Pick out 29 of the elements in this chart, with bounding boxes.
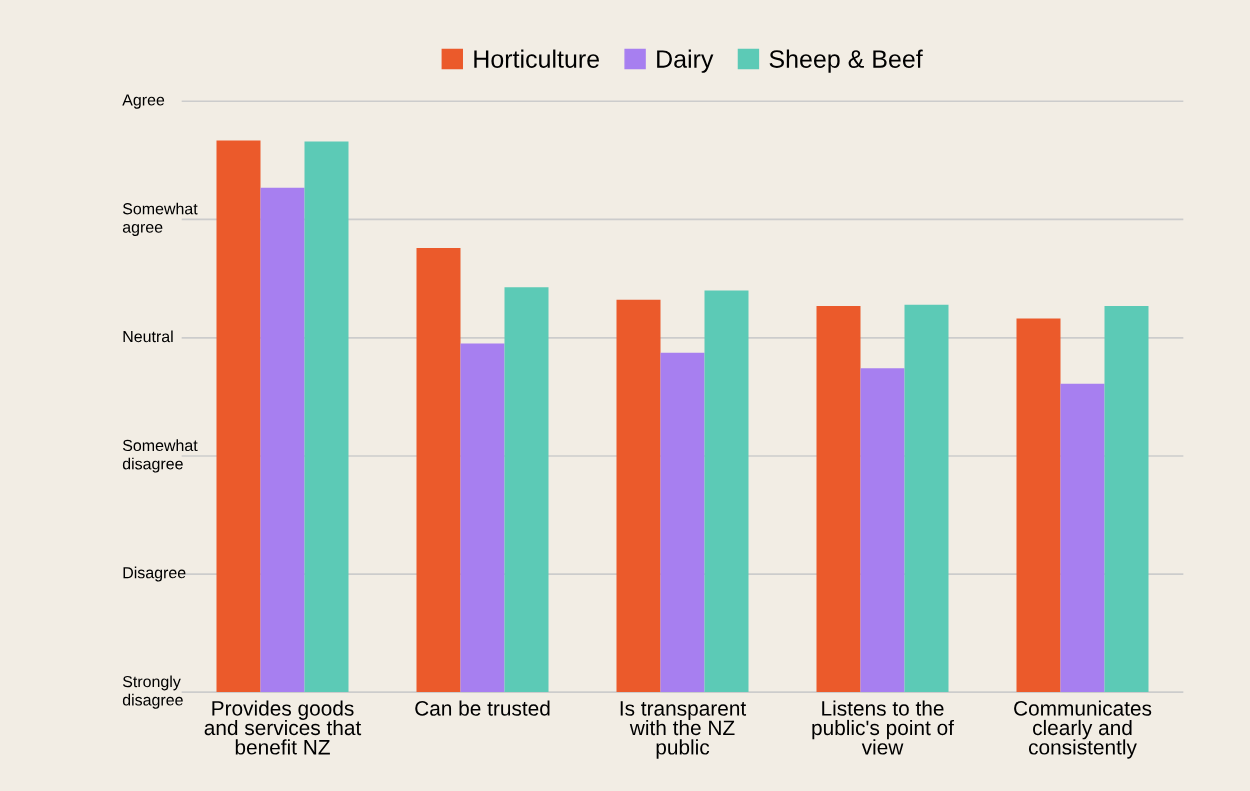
bar [1104, 305, 1149, 693]
x-tick-label: Is transparent with the NZ public [620, 701, 747, 759]
bar [216, 140, 261, 693]
x-tick-label: Communicates clearly and consistently [1014, 700, 1152, 759]
ref-line-label: Somewhat agree [122, 202, 198, 236]
bar [816, 305, 861, 693]
bar [616, 299, 661, 693]
bar [1060, 383, 1105, 693]
bar [660, 352, 705, 693]
ref-line-label: Somewhat disagree [122, 439, 198, 473]
bar [304, 141, 349, 693]
legend-label: Horticulture [474, 49, 599, 68]
ref-line-label: Neutral [123, 330, 173, 343]
x-tick-label: Can be trusted [415, 700, 550, 716]
x-tick-label: Listens to the public's point of view [812, 700, 955, 755]
bar [704, 290, 749, 693]
ref-line-label: Strongly disagree [122, 675, 183, 709]
bar [860, 368, 905, 693]
legend-label: Dairy [657, 49, 714, 73]
bar [460, 343, 505, 693]
ref-line-label: Disagree [123, 566, 186, 582]
legend-label: Sheep & Beef [769, 49, 923, 73]
x-tick-label: Provides goods and services that benefit NZ [204, 700, 362, 755]
bar [1016, 318, 1061, 693]
bar [504, 287, 549, 693]
bar [904, 304, 949, 693]
bar [260, 187, 305, 693]
ref-line-label: Agree [122, 94, 165, 109]
bar [416, 248, 461, 693]
